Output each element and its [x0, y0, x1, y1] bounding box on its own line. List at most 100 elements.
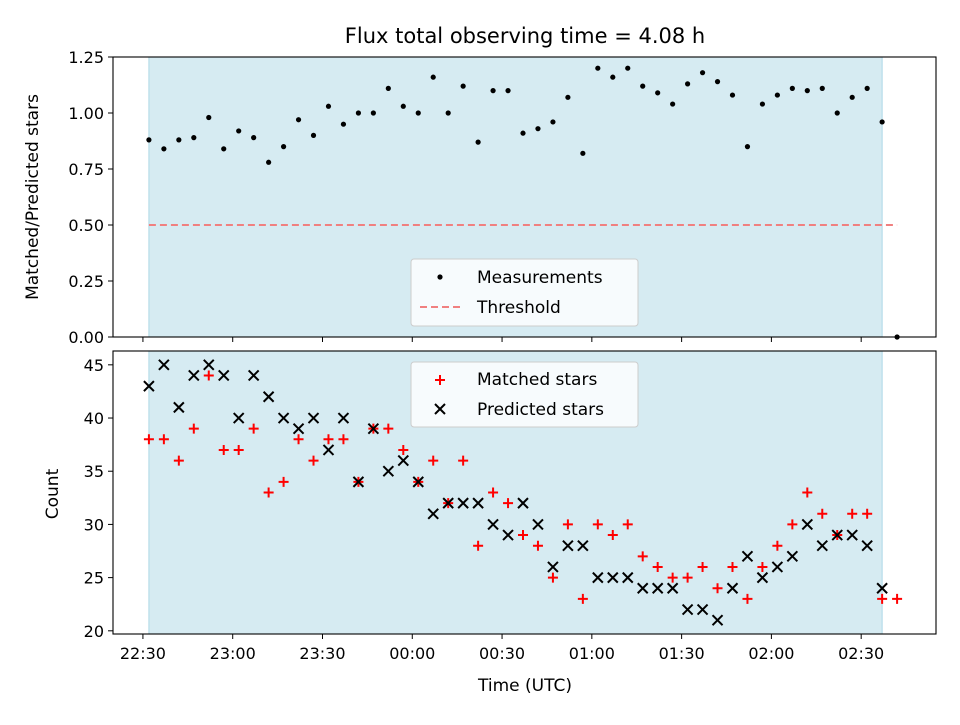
bottom-y-tick-label: 45 [84, 356, 104, 375]
predicted-star-point [412, 476, 424, 488]
bottom-axes-frame [112, 350, 937, 635]
x-tick-label: 01:30 [659, 644, 705, 663]
predicted-star-point [622, 571, 634, 584]
predicted-star-point [592, 571, 604, 584]
matched-star-point [652, 561, 663, 572]
predicted-star-point [681, 603, 694, 616]
measurement-point [834, 110, 840, 116]
predicted-star-point [711, 614, 724, 626]
predicted-star-point [143, 380, 155, 392]
bottom-y-tick-label: 35 [84, 462, 104, 481]
measurement-point [325, 103, 332, 109]
predicted-star-point [382, 465, 395, 477]
predicted-star-point [577, 539, 589, 552]
predicted-star-point [801, 518, 814, 531]
measurement-point [610, 74, 616, 80]
top-legend-box [410, 258, 639, 327]
predicted-star-point [726, 582, 739, 594]
predicted-star-point [607, 571, 619, 584]
measurement-point [849, 94, 855, 100]
measurement-point [146, 137, 152, 143]
legend-marker-matched [435, 375, 445, 385]
top-y-tick-label: 0.50 [68, 216, 104, 235]
measurement-point [759, 101, 766, 107]
predicted-star-point [188, 369, 200, 382]
top-legend: Measurements Threshold [410, 258, 639, 327]
matched-star-point [308, 455, 319, 466]
matched-star-point [667, 572, 678, 583]
x-axis-label: Time (UTC) [477, 676, 572, 696]
measurement-point [221, 146, 227, 152]
predicted-star-point [562, 539, 574, 552]
measurement-point [520, 130, 526, 136]
matched-star-point [772, 540, 783, 551]
predicted-star-point [457, 497, 469, 509]
legend-label-measurements: Measurements [477, 268, 603, 288]
predicted-star-point [203, 359, 215, 371]
measurement-point [864, 85, 870, 91]
matched-star-point [233, 444, 244, 455]
matched-star-point [278, 476, 289, 487]
measurement-point [266, 159, 272, 165]
predicted-star-point [666, 582, 679, 594]
measurement-point [565, 94, 571, 100]
measurement-point [295, 117, 302, 123]
bottom-y-tick-label: 25 [84, 569, 104, 588]
predicted-star-point [637, 582, 649, 594]
matched-star-point [188, 423, 199, 434]
x-tick-label: 23:00 [210, 644, 256, 663]
predicted-star-point [741, 550, 754, 563]
legend-label-predicted: Predicted stars [477, 400, 604, 420]
matched-star-point [847, 508, 858, 519]
measurement-point [804, 88, 810, 94]
predicted-star-point [816, 539, 828, 552]
measurement-point [505, 88, 511, 94]
matched-star-point [143, 434, 154, 445]
predicted-star-point [232, 412, 245, 424]
predicted-star-point [337, 412, 350, 424]
measurement-point [774, 92, 780, 98]
matched-star-point [263, 487, 274, 498]
measurement-point [550, 119, 556, 125]
predicted-star-point [696, 603, 709, 616]
matched-star-point [802, 487, 813, 498]
legend-marker-predicted [434, 403, 446, 415]
matched-star-point [158, 434, 169, 445]
matched-star-point [757, 561, 768, 572]
matched-star-point [383, 423, 394, 434]
matched-star-point [592, 519, 603, 530]
top-y-tick-label: 1.25 [68, 48, 104, 67]
measurement-point [625, 65, 631, 71]
measurement-point [640, 83, 646, 89]
matched-star-point [892, 593, 903, 604]
predicted-star-point [442, 497, 454, 509]
measurement-point [744, 144, 751, 150]
predicted-star-point [532, 518, 544, 531]
matched-star-point [503, 498, 514, 509]
predicted-star-point [846, 529, 858, 541]
matched-star-point [248, 423, 259, 434]
predicted-star-point [502, 529, 514, 541]
legend-label-matched: Matched stars [477, 370, 597, 390]
predicted-star-point [322, 444, 335, 456]
x-tick-label: 01:00 [569, 644, 615, 663]
top-y-tick-label: 1.00 [68, 104, 104, 123]
measurement-point [475, 139, 481, 145]
measurement-point [206, 114, 212, 121]
chart-title: Flux total observing time = 4.08 h [345, 24, 705, 48]
matched-star-point [607, 530, 618, 541]
measurement-point [445, 110, 451, 116]
measurement-point [310, 132, 317, 138]
bottom-y-tick-label: 30 [84, 515, 104, 534]
measurement-point [236, 128, 242, 134]
predicted-star-point [651, 582, 664, 594]
x-tick-label: 00:00 [389, 644, 435, 663]
measurement-point [340, 121, 347, 127]
predicted-star-point [756, 571, 769, 584]
matched-star-point [697, 561, 708, 572]
top-y-tick-label: 0.00 [68, 328, 104, 347]
predicted-star-point [427, 508, 439, 520]
matched-star-point [293, 434, 304, 445]
measurement-point [685, 81, 691, 87]
legend-label-threshold: Threshold [476, 298, 561, 318]
